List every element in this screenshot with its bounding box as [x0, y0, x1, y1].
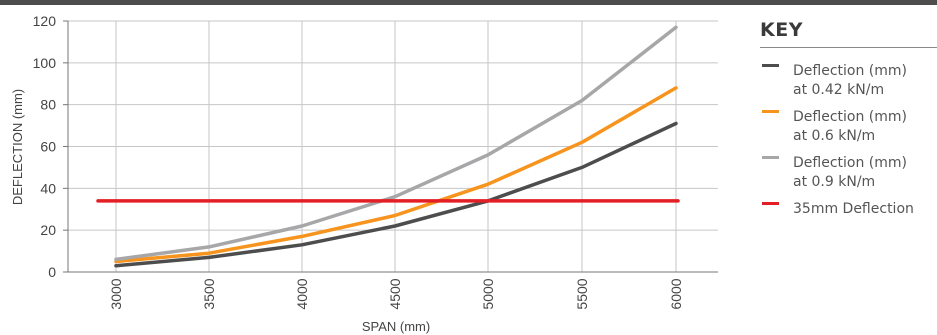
y-tick-label: 20	[40, 222, 56, 238]
top-border	[0, 0, 937, 5]
y-tick-label: 0	[48, 264, 56, 280]
key-title: KEY	[760, 19, 803, 41]
chart-key: KEY Deflection (mm) at 0.42 kN/m Deflect…	[760, 19, 937, 227]
legend-label: 35mm Deflection	[793, 201, 914, 217]
legend-item-06: Deflection (mm) at 0.6 kN/m	[760, 108, 937, 146]
legend-label: Deflection (mm)	[793, 63, 907, 79]
x-tick-label: 6000	[668, 278, 684, 309]
y-tick-label: 100	[33, 55, 57, 71]
y-tick-label: 40	[40, 180, 56, 196]
x-axis-label: SPAN (mm)	[362, 319, 430, 334]
series-line	[114, 86, 678, 264]
legend-sublabel: at 0.9 kN/m	[793, 174, 876, 190]
grid-lines	[68, 20, 718, 273]
x-tick-label: 5500	[574, 278, 590, 309]
legend-label: Deflection (mm)	[793, 109, 907, 125]
legend-swatch	[762, 64, 779, 67]
legend-item-042: Deflection (mm) at 0.42 kN/m	[760, 62, 937, 100]
legend-swatch	[762, 110, 779, 113]
legend-sublabel: at 0.6 kN/m	[793, 128, 876, 144]
y-tick-label: 120	[33, 13, 57, 29]
legend-sublabel: at 0.42 kN/m	[793, 82, 885, 98]
y-tick-label: 60	[40, 139, 56, 155]
axes	[63, 20, 718, 273]
x-tick-label: 3500	[201, 278, 217, 309]
series-line	[114, 25, 678, 262]
series-lines	[96, 25, 680, 268]
x-tick-label: 4000	[294, 278, 310, 309]
legend-item-09: Deflection (mm) at 0.9 kN/m	[760, 154, 937, 192]
x-tick-label: 3000	[108, 278, 124, 309]
legend-swatch	[762, 202, 779, 205]
x-tick-label: 5000	[480, 278, 496, 309]
legend-label: Deflection (mm)	[793, 155, 907, 171]
x-tick-label: 4500	[387, 278, 403, 309]
legend-swatch	[762, 156, 779, 159]
deflection-line-chart: 0 20 40 60 80 100 120 3000 3500 4000 4500 5000 5500…	[10, 13, 718, 334]
legend-list: Deflection (mm) at 0.42 kN/m Deflection …	[760, 62, 937, 219]
legend-item-35mm: 35mm Deflection	[760, 200, 937, 219]
y-axis-label: DEFLECTION (mm)	[10, 89, 25, 205]
key-divider	[760, 47, 937, 48]
series-line	[114, 121, 678, 268]
y-tick-labels: 0 20 40 60 80 100 120	[33, 13, 57, 280]
x-tick-labels: 3000 3500 4000 4500 5000 5500 6000	[108, 278, 684, 309]
y-tick-label: 80	[40, 97, 56, 113]
